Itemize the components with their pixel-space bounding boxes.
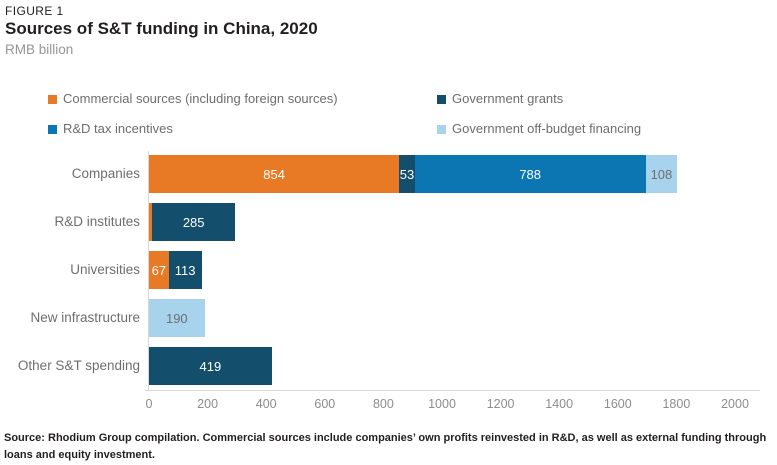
bar-segment-grants: 419 [149, 347, 272, 385]
x-tick-label: 1800 [662, 397, 691, 411]
x-tick-label: 2000 [721, 397, 749, 411]
x-axis-line [145, 390, 760, 391]
bar-segment-label: 190 [165, 310, 188, 326]
bar-segment-offbudget: 190 [149, 299, 205, 337]
bar-segment-commercial [149, 203, 152, 241]
category-label: Companies [71, 166, 140, 181]
x-tick-label: 1600 [603, 397, 632, 411]
bar-segment-label: 285 [182, 214, 205, 230]
x-tick-label: 1400 [545, 397, 574, 411]
bar-segments: 285 [149, 203, 236, 241]
x-tick-label: 800 [372, 397, 394, 411]
bar-segment-label: 108 [650, 166, 673, 182]
bar-segments: 190 [149, 299, 205, 337]
legend-swatch-commercial [48, 94, 57, 104]
x-tick-label: 600 [314, 397, 336, 411]
x-tick-label: 400 [255, 397, 277, 411]
bar-segment-label: 788 [519, 166, 542, 182]
page-title: Sources of S&T funding in China, 2020 [5, 19, 318, 38]
bar-segment-tax: 788 [414, 155, 646, 193]
source-note: Source: Rhodium Group compilation. Comme… [4, 432, 767, 461]
category-label: Other S&T spending [17, 358, 140, 373]
zero-gridline [148, 151, 149, 390]
legend-label: Commercial sources (including foreign so… [63, 91, 338, 106]
bar-segment-label: 113 [174, 262, 196, 278]
legend-swatch-grants [437, 94, 446, 104]
bar-segment-commercial: 854 [149, 155, 400, 193]
legend-label: Government grants [452, 91, 564, 106]
category-label: R&D institutes [54, 214, 140, 229]
unit-label: RMB billion [5, 42, 74, 57]
bar-segment-label: 53 [399, 166, 415, 182]
legend-item-commercial: Commercial sources (including foreign so… [48, 91, 338, 106]
bar-segment-label: 854 [263, 166, 285, 182]
legend-item-offbudget: Government off-budget financing [437, 121, 641, 136]
figure-number-label: FIGURE 1 [5, 4, 64, 18]
bar-row: Other S&T spending 419 [0, 347, 777, 385]
category-label: New infrastructure [30, 310, 140, 325]
bar-segments: 854 53 788 108 [149, 155, 678, 193]
bar-row: Companies 854 53 788 108 [0, 155, 777, 193]
legend-item-grants: Government grants [437, 91, 563, 106]
bar-segment-commercial: 67 [149, 251, 169, 289]
legend-swatch-offbudget [437, 124, 446, 134]
x-tick-label: 200 [197, 397, 219, 411]
x-tick-label: 1000 [428, 397, 456, 411]
bar-segment-offbudget: 108 [645, 155, 678, 193]
bar-segment-grants: 53 [399, 155, 415, 193]
bar-row: New infrastructure 190 [0, 299, 777, 337]
legend-swatch-tax [48, 124, 57, 134]
stacked-bar-chart: Companies 854 53 788 108 R&D institutes 285 Uni… [0, 150, 777, 420]
x-tick-label: 1200 [486, 397, 515, 411]
category-label: Universities [70, 262, 140, 277]
legend-label: Government off-budget financing [452, 121, 642, 136]
bar-row: R&D institutes 285 [0, 203, 777, 241]
legend-label: R&D tax incentives [63, 121, 173, 136]
bar-segment-label: 419 [199, 358, 222, 374]
bar-segment-grants: 113 [168, 251, 202, 289]
bar-segment-label: 67 [151, 262, 167, 278]
bar-segment-grants: 285 [151, 203, 236, 241]
bar-segments: 419 [149, 347, 272, 385]
legend-item-tax: R&D tax incentives [48, 121, 173, 136]
bar-row: Universities 67 113 [0, 251, 777, 289]
x-tick-label: 0 [145, 397, 153, 411]
bar-segments: 67 113 [149, 251, 202, 289]
